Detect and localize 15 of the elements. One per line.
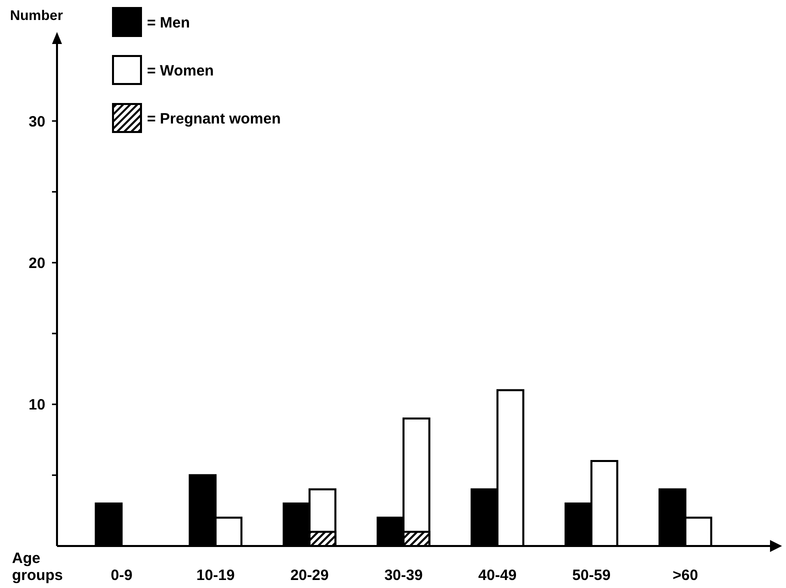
y-tick-label: 30 bbox=[28, 113, 46, 130]
x-tick-label: 0-9 bbox=[110, 567, 132, 584]
y-tick-label: 20 bbox=[28, 254, 46, 272]
legend-label: = Women bbox=[147, 62, 214, 80]
x-tick-label: 50-59 bbox=[572, 567, 611, 584]
y-axis-title: Number bbox=[10, 7, 64, 23]
x-tick-label: >60 bbox=[672, 567, 698, 584]
y-tick-label: 10 bbox=[28, 396, 46, 414]
x-tick-label: 40-49 bbox=[478, 567, 517, 584]
x-axis-title: Age groups bbox=[12, 550, 63, 584]
legend-label: = Pregnant women bbox=[147, 110, 281, 128]
legend-label: = Men bbox=[147, 14, 190, 32]
x-tick-label: 10-19 bbox=[196, 567, 235, 584]
x-tick-label: 20-29 bbox=[290, 567, 329, 584]
x-tick-label: 30-39 bbox=[384, 567, 423, 584]
